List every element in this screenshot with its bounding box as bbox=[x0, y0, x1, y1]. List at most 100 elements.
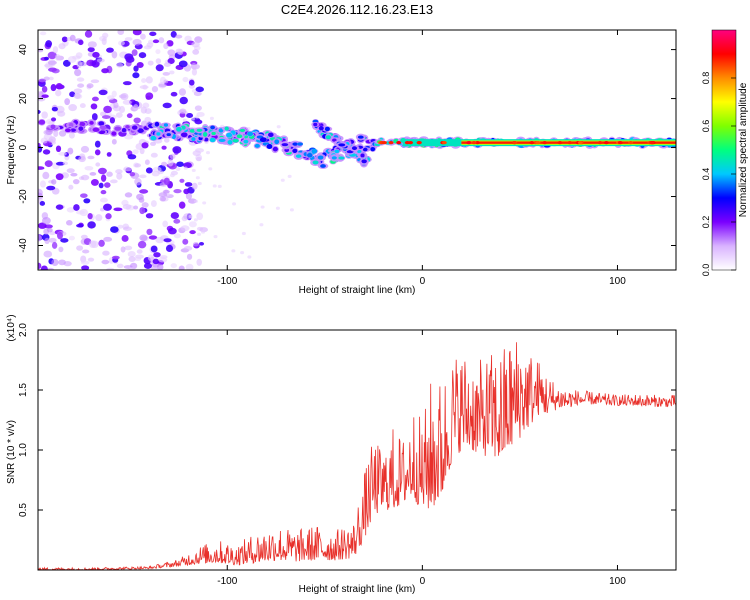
noise-blob bbox=[81, 249, 90, 254]
noise-blob bbox=[232, 202, 237, 206]
noise-blob bbox=[158, 37, 165, 44]
noise-blob bbox=[195, 148, 205, 153]
noise-blob bbox=[101, 37, 107, 46]
noise-blob bbox=[170, 91, 178, 97]
noise-blob bbox=[170, 212, 180, 220]
noise-blob bbox=[100, 189, 107, 195]
noise-blob bbox=[155, 58, 162, 65]
noise-blob bbox=[184, 182, 193, 187]
noise-blob bbox=[280, 178, 285, 182]
noise-blob bbox=[86, 83, 94, 89]
noise-blob bbox=[163, 177, 170, 186]
noise-blob bbox=[44, 56, 49, 61]
snr-ytick-label: 2.0 bbox=[18, 323, 29, 337]
track-blob bbox=[311, 148, 318, 154]
noise-blob bbox=[150, 141, 157, 146]
noise-blob bbox=[48, 237, 57, 243]
noise-blob bbox=[153, 252, 161, 258]
noise-blob bbox=[133, 117, 141, 124]
noise-blob bbox=[151, 85, 159, 93]
noise-blob bbox=[195, 156, 202, 162]
noise-blob bbox=[90, 103, 98, 110]
noise-blob bbox=[77, 83, 85, 88]
noise-blob bbox=[169, 70, 175, 75]
noise-blob bbox=[162, 220, 169, 228]
noise-blob bbox=[125, 56, 135, 63]
noise-blob bbox=[162, 189, 170, 194]
track-blob bbox=[154, 121, 160, 127]
noise-blob bbox=[195, 115, 200, 119]
spectrogram-xtick-label: 100 bbox=[609, 276, 626, 287]
noise-blob bbox=[83, 198, 91, 204]
noise-blob bbox=[46, 267, 55, 270]
noise-blob bbox=[260, 205, 265, 209]
noise-blob bbox=[139, 174, 147, 179]
noise-blob bbox=[134, 163, 142, 168]
track-blob bbox=[362, 147, 368, 152]
noise-blob bbox=[76, 223, 84, 228]
snr-series-line bbox=[38, 342, 676, 570]
track-blob bbox=[331, 156, 337, 160]
spectrogram-ticks: -100 0 100 -40 -20 0 20 40 bbox=[18, 30, 676, 287]
noise-blob bbox=[167, 57, 175, 65]
noise-blob bbox=[122, 226, 133, 231]
track-blob bbox=[247, 131, 254, 137]
noise-blob bbox=[191, 182, 198, 190]
track-blob bbox=[50, 124, 56, 130]
noise-blob bbox=[191, 41, 200, 48]
noise-blob bbox=[196, 226, 203, 231]
noise-blob bbox=[240, 251, 245, 255]
track-blob bbox=[268, 132, 274, 138]
noise-blob bbox=[152, 39, 160, 44]
noise-blob bbox=[84, 166, 94, 171]
noise-blob bbox=[182, 238, 189, 245]
steady-line-spot bbox=[617, 141, 623, 145]
track-blob bbox=[137, 128, 144, 133]
spectrogram-xtick-label: -100 bbox=[217, 276, 237, 287]
noise-blob bbox=[90, 178, 99, 186]
noise-blob bbox=[217, 184, 222, 188]
noise-blob bbox=[150, 245, 158, 253]
noise-blob bbox=[48, 76, 54, 81]
track-blob bbox=[111, 131, 117, 136]
noise-blob bbox=[150, 200, 157, 208]
noise-blob bbox=[151, 170, 160, 177]
noise-blob bbox=[178, 265, 185, 270]
snr-ylabel: SNR (10 * v/v) bbox=[6, 420, 17, 484]
noise-blob bbox=[161, 145, 167, 150]
noise-blob bbox=[275, 206, 280, 210]
steady-line-spot bbox=[603, 141, 609, 145]
noise-blob bbox=[80, 193, 88, 198]
noise-blob bbox=[170, 263, 177, 269]
noise-blob bbox=[99, 111, 107, 117]
noise-blob bbox=[87, 47, 95, 53]
noise-blob bbox=[56, 231, 63, 240]
track-blob bbox=[243, 139, 249, 144]
track-blob bbox=[150, 135, 157, 141]
noise-blob bbox=[201, 230, 206, 234]
noise-blob bbox=[80, 145, 90, 153]
noise-blob bbox=[188, 79, 195, 86]
noise-blob bbox=[58, 151, 67, 156]
noise-blob bbox=[91, 96, 99, 102]
noise-blob bbox=[106, 47, 114, 53]
noise-blob bbox=[66, 207, 75, 213]
track-blob bbox=[226, 132, 233, 138]
noise-blob bbox=[129, 172, 136, 177]
noise-blob bbox=[57, 110, 66, 117]
snr-ytick-label: 1.0 bbox=[18, 443, 29, 457]
noise-blob bbox=[53, 129, 59, 138]
track-blob bbox=[227, 140, 233, 145]
noise-blob bbox=[156, 263, 164, 270]
noise-blob bbox=[208, 167, 213, 171]
noise-blob bbox=[47, 51, 57, 60]
noise-blob bbox=[141, 202, 149, 208]
steady-line-spot bbox=[628, 141, 634, 145]
noise-blob bbox=[45, 40, 53, 48]
noise-blob bbox=[289, 208, 294, 212]
noise-blob bbox=[78, 155, 86, 163]
noise-blob bbox=[122, 99, 132, 105]
noise-blob bbox=[122, 81, 132, 86]
spectrogram-xtick-label: 0 bbox=[420, 276, 426, 287]
noise-blob bbox=[178, 88, 187, 96]
